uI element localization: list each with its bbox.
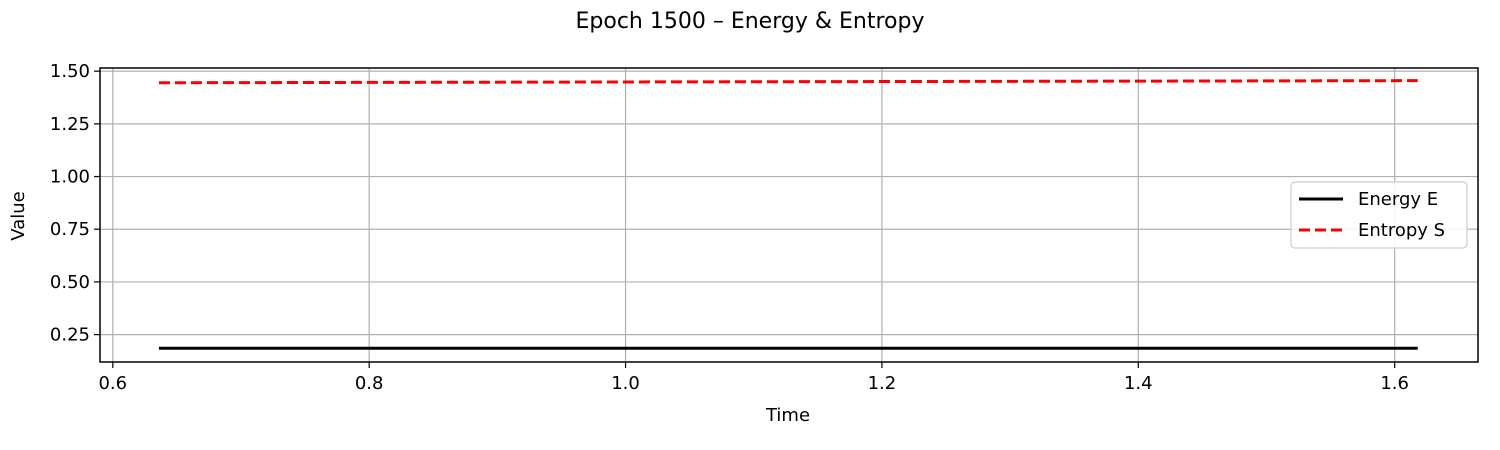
legend: Energy E Entropy S xyxy=(1290,181,1468,249)
legend-label: Energy E xyxy=(1358,189,1438,210)
x-tick-label: 1.4 xyxy=(1124,373,1153,394)
x-tick-label: 0.6 xyxy=(98,373,127,394)
grid-layer xyxy=(100,68,1478,362)
y-tick-label: 1.25 xyxy=(50,114,90,135)
x-tick-label: 0.8 xyxy=(355,373,384,394)
y-axis-label: Value xyxy=(8,191,29,240)
plot-frame xyxy=(99,67,1479,363)
y-tick-label: 0.25 xyxy=(50,325,90,346)
x-axis-label: Time xyxy=(765,405,810,426)
x-tick-label: 1.0 xyxy=(611,373,640,394)
x-tick-label: 1.2 xyxy=(868,373,897,394)
y-tick-label: 0.50 xyxy=(50,272,90,293)
y-tick-label: 1.00 xyxy=(50,167,90,188)
series-line-entropy-s xyxy=(158,79,1418,85)
tick-layer: 0.6 0.8 1.0 1.2 1.4 1.6 0.25 0.50 0.75 1.00 1.25 1.… xyxy=(50,61,1409,394)
legend-label: Entropy S xyxy=(1358,220,1445,241)
y-tick-label: 0.75 xyxy=(50,219,90,240)
chart-title: Epoch 1500 – Energy & Entropy xyxy=(576,9,925,34)
series-layer xyxy=(158,79,1418,350)
y-tick-label: 1.50 xyxy=(50,61,90,82)
x-tick-label: 1.6 xyxy=(1380,373,1409,394)
